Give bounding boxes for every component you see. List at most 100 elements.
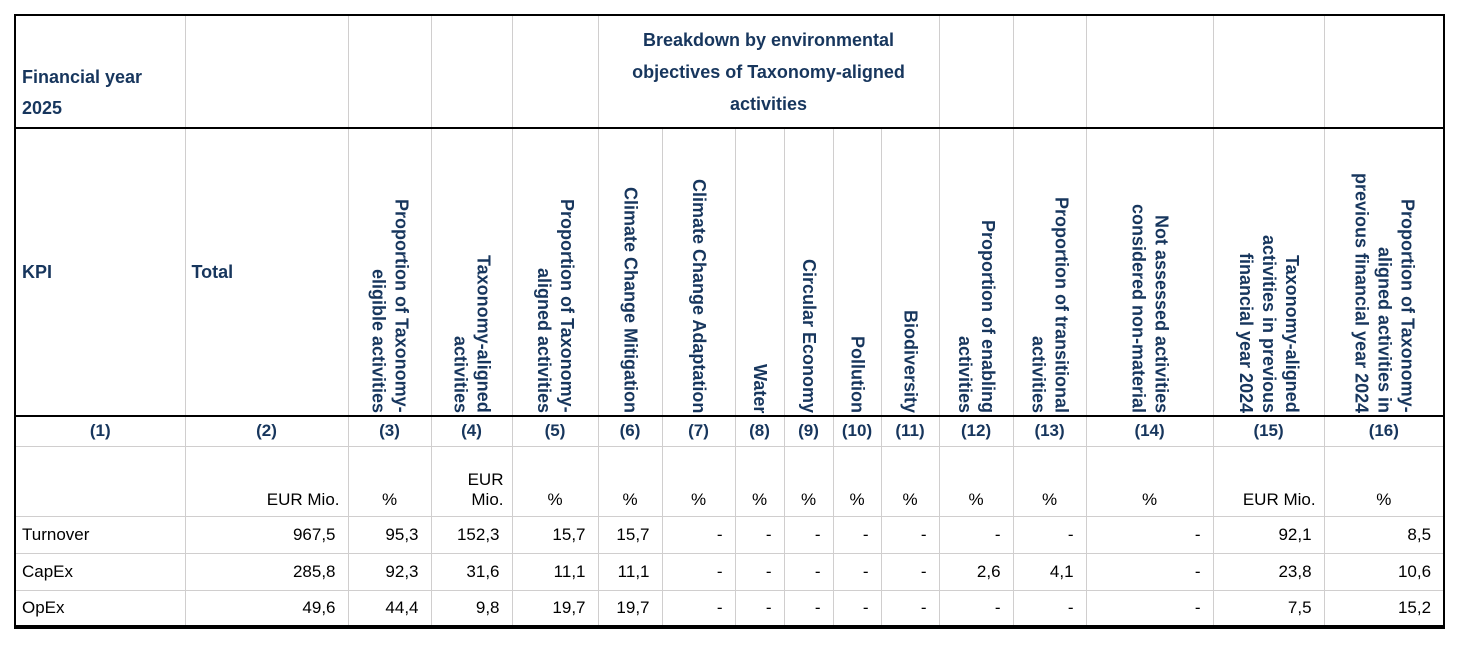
unit-cell: % (783, 445, 834, 517)
empty-cell (430, 14, 513, 129)
banner-row: Financial year 2025 Breakdown by environ… (14, 14, 1445, 129)
vertical-header-text: Circular Economy (799, 258, 819, 413)
vertical-header-text: Taxonomy-aligned activities in previous … (1236, 234, 1303, 413)
table-row-opex: OpEx 49,6 44,4 9,8 19,7 19,7 - - - - - -… (14, 589, 1445, 628)
column-number-cell: (11) (880, 415, 940, 447)
value-cell: - (938, 589, 1014, 628)
vertical-header-text: Not assessed activities considered non-m… (1128, 203, 1172, 413)
value-cell: 92,3 (347, 552, 432, 591)
value-cell: - (880, 589, 940, 628)
unit-cell: EUR Mio. (1212, 445, 1325, 517)
empty-cell (1323, 14, 1445, 129)
empty-cell (511, 14, 599, 129)
value-cell: - (832, 552, 882, 591)
col-header-climate-adaptation: Climate Change Adaptation (661, 127, 736, 417)
col-header-climate-mitigation: Climate Change Mitigation (597, 127, 663, 417)
vertical-header-text: Climate Change Adaptation (689, 178, 709, 413)
value-cell: - (734, 552, 785, 591)
row-label-capex: CapEx (14, 552, 186, 591)
value-cell: 152,3 (430, 515, 513, 554)
value-cell: - (938, 515, 1014, 554)
value-cell: - (661, 515, 736, 554)
total-header-cell: Total (184, 127, 349, 417)
empty-cell (347, 14, 432, 129)
value-cell: - (661, 552, 736, 591)
value-cell: 23,8 (1212, 552, 1325, 591)
vertical-header-text: Biodiversity (900, 309, 921, 413)
col-header-not-assessed: Not assessed activities considered non-m… (1085, 127, 1214, 417)
value-cell: - (832, 589, 882, 628)
unit-cell: % (1012, 445, 1087, 517)
kpi-header-cell: KPI (14, 127, 186, 417)
column-header-row: KPI Total Proportion of Taxonomy- eligib… (14, 127, 1445, 417)
value-cell: 967,5 (184, 515, 349, 554)
unit-cell: % (938, 445, 1014, 517)
vertical-header-text: Proportion of Taxonomy- aligned activiti… (534, 199, 577, 413)
value-cell: 10,6 (1323, 552, 1445, 591)
value-cell: - (1085, 515, 1214, 554)
value-cell: - (783, 552, 834, 591)
unit-cell: % (880, 445, 940, 517)
value-cell: 11,1 (511, 552, 599, 591)
value-cell: - (880, 552, 940, 591)
value-cell: 49,6 (184, 589, 349, 628)
unit-cell: % (1323, 445, 1445, 517)
col-header-proportion-previous-year: Proportion of Taxonomy- aligned activiti… (1323, 127, 1445, 417)
table-row-capex: CapEx 285,8 92,3 31,6 11,1 11,1 - - - - … (14, 552, 1445, 591)
column-number-cell: (5) (511, 415, 599, 447)
col-header-pollution: Pollution (832, 127, 882, 417)
column-number-cell: (9) (783, 415, 834, 447)
value-cell: - (734, 515, 785, 554)
value-cell: 4,1 (1012, 552, 1087, 591)
value-cell: 19,7 (597, 589, 663, 628)
empty-cell (1212, 14, 1325, 129)
unit-cell: % (597, 445, 663, 517)
vertical-header-text: Proportion of transitional activities (1028, 197, 1072, 413)
value-cell: - (1012, 589, 1087, 628)
column-number-cell: (15) (1212, 415, 1325, 447)
value-cell: 15,7 (511, 515, 599, 554)
unit-cell: % (1085, 445, 1214, 517)
column-number-cell: (16) (1323, 415, 1445, 447)
value-cell: - (1012, 515, 1087, 554)
column-number-cell: (7) (661, 415, 736, 447)
column-number-cell: (12) (938, 415, 1014, 447)
unit-cell: EUR Mio. (430, 445, 513, 517)
value-cell: - (783, 515, 834, 554)
value-cell: 285,8 (184, 552, 349, 591)
col-header-transitional: Proportion of transitional activities (1012, 127, 1087, 417)
column-number-cell: (14) (1085, 415, 1214, 447)
unit-cell: % (347, 445, 432, 517)
value-cell: - (880, 515, 940, 554)
col-header-biodiversity: Biodiversity (880, 127, 940, 417)
unit-cell: % (734, 445, 785, 517)
value-cell: - (832, 515, 882, 554)
column-number-cell: (3) (347, 415, 432, 447)
vertical-header-text: Proportion of Taxonomy- aligned activiti… (1351, 172, 1418, 413)
empty-cell (1085, 14, 1214, 129)
column-number-cell: (4) (430, 415, 513, 447)
table-row-turnover: Turnover 967,5 95,3 152,3 15,7 15,7 - - … (14, 515, 1445, 554)
value-cell: 15,7 (597, 515, 663, 554)
value-cell: 95,3 (347, 515, 432, 554)
column-number-cell: (13) (1012, 415, 1087, 447)
column-number-cell: (2) (184, 415, 349, 447)
value-cell: - (783, 589, 834, 628)
row-label-opex: OpEx (14, 589, 186, 628)
value-cell: 92,1 (1212, 515, 1325, 554)
vertical-header-text: Pollution (847, 336, 868, 413)
breakdown-header-cell: Breakdown by environmental objectives of… (597, 14, 940, 129)
row-label-turnover: Turnover (14, 515, 186, 554)
col-header-proportion-eligible: Proportion of Taxonomy- eligible activit… (347, 127, 432, 417)
column-number-cell: (8) (734, 415, 785, 447)
column-number-cell: (10) (832, 415, 882, 447)
value-cell: 9,8 (430, 589, 513, 628)
unit-row: EUR Mio. % EUR Mio. % % % % % % % % % % … (14, 445, 1445, 517)
unit-cell: % (511, 445, 599, 517)
col-header-taxonomy-aligned: Taxonomy-aligned activities (430, 127, 513, 417)
column-number-cell: (1) (14, 415, 186, 447)
col-header-aligned-previous-year: Taxonomy-aligned activities in previous … (1212, 127, 1325, 417)
col-header-circular-economy: Circular Economy (783, 127, 834, 417)
value-cell: 31,6 (430, 552, 513, 591)
unit-cell (14, 445, 186, 517)
